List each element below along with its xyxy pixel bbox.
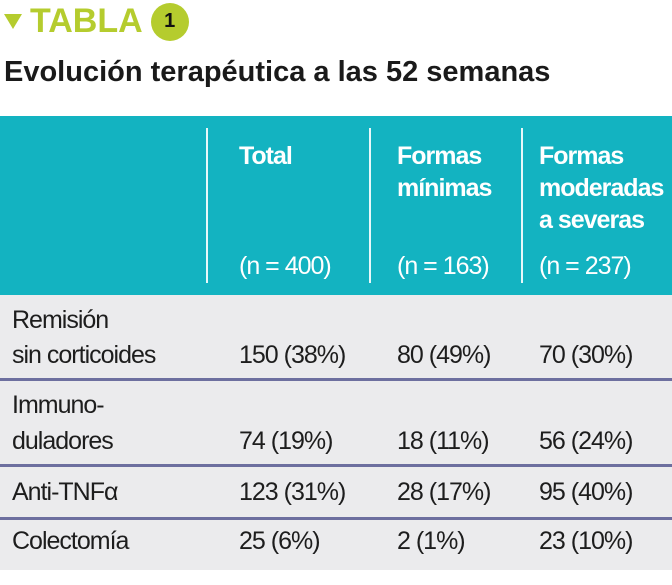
header-formas-minimas: Formas mínimas: [397, 142, 492, 202]
cell-total: 74 (19%): [239, 427, 333, 455]
cell-moderadas: 23 (10%): [539, 527, 633, 555]
table-tag-label: TABLA: [30, 2, 143, 40]
row-label: Colectomía: [12, 527, 129, 555]
header-n-moderadas: (n = 237): [539, 252, 632, 280]
table-body: Remisión sin corticoides 150 (38%) 80 (4…: [0, 295, 672, 570]
header-formas-moderadas: Formas moderadas a severas: [539, 142, 664, 234]
cell-moderadas: 95 (40%): [539, 478, 633, 506]
table-number-badge: 1: [150, 2, 189, 41]
cell-total: 150 (38%): [239, 341, 346, 369]
cell-moderadas: 56 (24%): [539, 427, 633, 455]
cell-moderadas: 70 (30%): [539, 341, 633, 369]
row-label: Remisión: [12, 306, 109, 334]
header-n-total: (n = 400): [239, 252, 332, 280]
table-tag: TABLA 1: [4, 2, 189, 41]
cell-minimas: 80 (49%): [397, 341, 491, 369]
table-row: Colectomía 25 (6%) 2 (1%) 23 (10%): [0, 520, 672, 570]
row-label: duladores: [12, 427, 114, 455]
header-total: Total: [239, 142, 293, 170]
table-title: Evolución terapéutica a las 52 semanas: [4, 56, 551, 88]
row-label: Immuno-: [12, 391, 105, 419]
cell-minimas: 18 (11%): [397, 427, 490, 455]
cell-total: 25 (6%): [239, 527, 321, 555]
triangle-down-icon: [4, 14, 22, 29]
row-label: Anti-TNFα: [12, 478, 118, 506]
table-header: Total Formas mínimas Formas moderadas a …: [0, 116, 672, 295]
cell-minimas: 28 (17%): [397, 478, 491, 506]
column-divider: [369, 128, 371, 283]
cell-minimas: 2 (1%): [397, 527, 466, 555]
table-row: Remisión sin corticoides 150 (38%) 80 (4…: [0, 295, 672, 381]
table-row: Anti-TNFα 123 (31%) 28 (17%) 95 (40%): [0, 467, 672, 520]
row-label: sin corticoides: [12, 341, 156, 369]
header-n-minimas: (n = 163): [397, 252, 490, 280]
column-divider: [521, 128, 523, 283]
cell-total: 123 (31%): [239, 478, 346, 506]
column-divider: [206, 128, 208, 283]
table-row: Immuno- duladores 74 (19%) 18 (11%) 56 (…: [0, 381, 672, 467]
